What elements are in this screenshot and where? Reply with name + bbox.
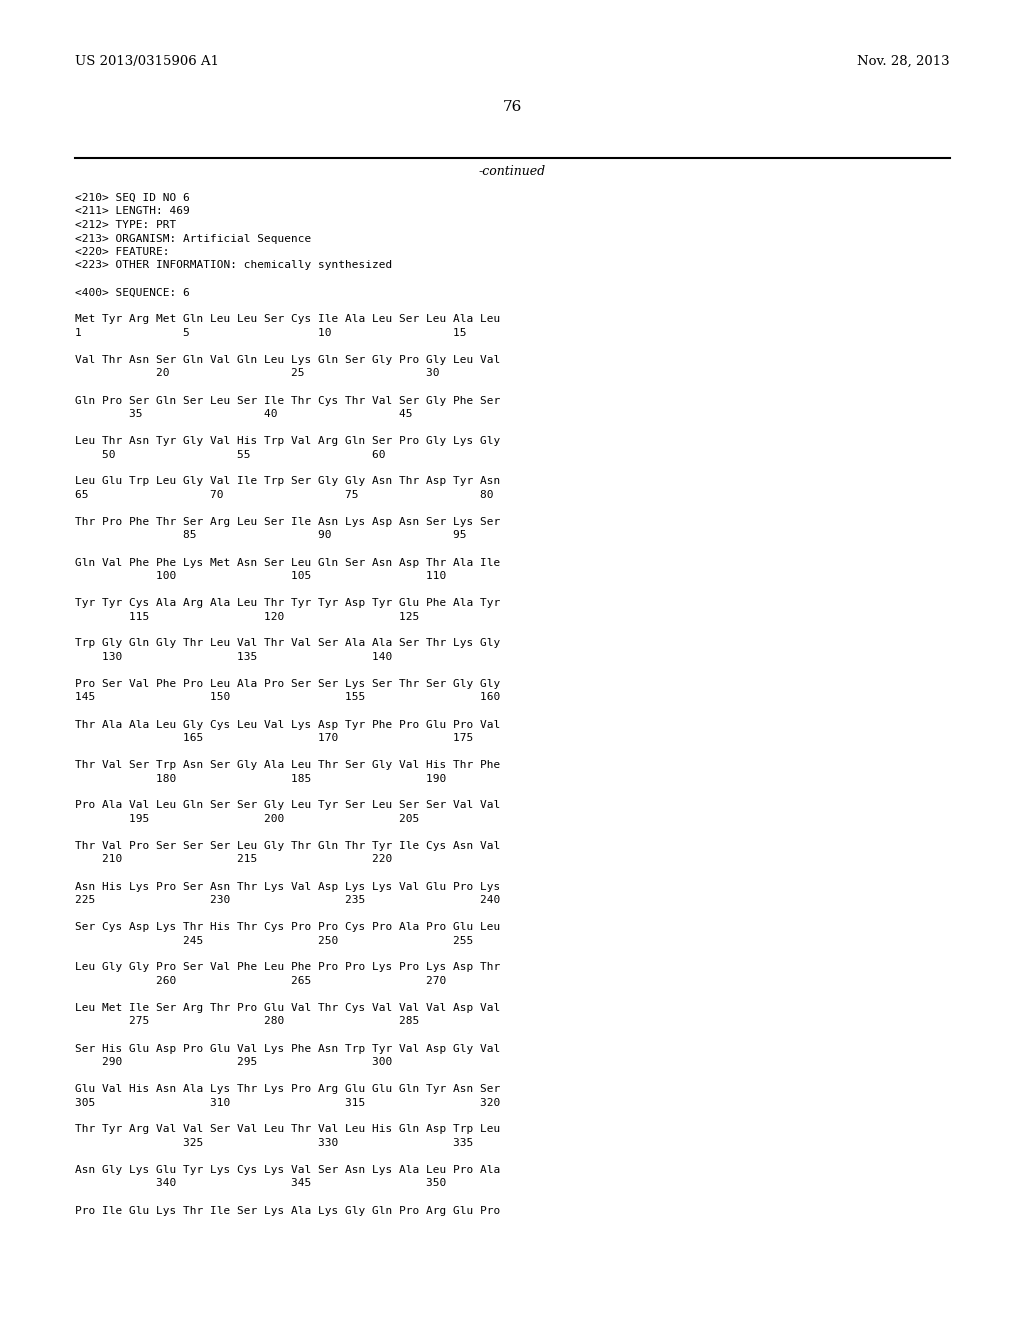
Text: 50                  55                  60: 50 55 60 (75, 450, 385, 459)
Text: 290                 295                 300: 290 295 300 (75, 1057, 392, 1067)
Text: 180                 185                 190: 180 185 190 (75, 774, 446, 784)
Text: 275                 280                 285: 275 280 285 (75, 1016, 419, 1027)
Text: 340                 345                 350: 340 345 350 (75, 1179, 446, 1188)
Text: Nov. 28, 2013: Nov. 28, 2013 (857, 55, 950, 69)
Text: <220> FEATURE:: <220> FEATURE: (75, 247, 170, 257)
Text: 100                 105                 110: 100 105 110 (75, 572, 446, 581)
Text: 20                  25                  30: 20 25 30 (75, 368, 439, 379)
Text: Asn His Lys Pro Ser Asn Thr Lys Val Asp Lys Lys Val Glu Pro Lys: Asn His Lys Pro Ser Asn Thr Lys Val Asp … (75, 882, 501, 891)
Text: 1               5                   10                  15: 1 5 10 15 (75, 327, 467, 338)
Text: 210                 215                 220: 210 215 220 (75, 854, 392, 865)
Text: 130                 135                 140: 130 135 140 (75, 652, 392, 663)
Text: Thr Val Pro Ser Ser Ser Leu Gly Thr Gln Thr Tyr Ile Cys Asn Val: Thr Val Pro Ser Ser Ser Leu Gly Thr Gln … (75, 841, 501, 851)
Text: 65                  70                  75                  80: 65 70 75 80 (75, 490, 494, 500)
Text: 85                  90                  95: 85 90 95 (75, 531, 467, 540)
Text: Trp Gly Gln Gly Thr Leu Val Thr Val Ser Ala Ala Ser Thr Lys Gly: Trp Gly Gln Gly Thr Leu Val Thr Val Ser … (75, 639, 501, 648)
Text: Asn Gly Lys Glu Tyr Lys Cys Lys Val Ser Asn Lys Ala Leu Pro Ala: Asn Gly Lys Glu Tyr Lys Cys Lys Val Ser … (75, 1166, 501, 1175)
Text: Gln Val Phe Phe Lys Met Asn Ser Leu Gln Ser Asn Asp Thr Ala Ile: Gln Val Phe Phe Lys Met Asn Ser Leu Gln … (75, 557, 501, 568)
Text: <400> SEQUENCE: 6: <400> SEQUENCE: 6 (75, 288, 189, 297)
Text: Leu Thr Asn Tyr Gly Val His Trp Val Arg Gln Ser Pro Gly Lys Gly: Leu Thr Asn Tyr Gly Val His Trp Val Arg … (75, 436, 501, 446)
Text: 145                 150                 155                 160: 145 150 155 160 (75, 693, 501, 702)
Text: Thr Ala Ala Leu Gly Cys Leu Val Lys Asp Tyr Phe Pro Glu Pro Val: Thr Ala Ala Leu Gly Cys Leu Val Lys Asp … (75, 719, 501, 730)
Text: US 2013/0315906 A1: US 2013/0315906 A1 (75, 55, 219, 69)
Text: Thr Val Ser Trp Asn Ser Gly Ala Leu Thr Ser Gly Val His Thr Phe: Thr Val Ser Trp Asn Ser Gly Ala Leu Thr … (75, 760, 501, 770)
Text: Leu Gly Gly Pro Ser Val Phe Leu Phe Pro Pro Lys Pro Lys Asp Thr: Leu Gly Gly Pro Ser Val Phe Leu Phe Pro … (75, 962, 501, 973)
Text: Pro Ala Val Leu Gln Ser Ser Gly Leu Tyr Ser Leu Ser Ser Val Val: Pro Ala Val Leu Gln Ser Ser Gly Leu Tyr … (75, 800, 501, 810)
Text: 195                 200                 205: 195 200 205 (75, 814, 419, 824)
Text: <210> SEQ ID NO 6: <210> SEQ ID NO 6 (75, 193, 189, 203)
Text: -continued: -continued (478, 165, 546, 178)
Text: 76: 76 (503, 100, 521, 114)
Text: Glu Val His Asn Ala Lys Thr Lys Pro Arg Glu Glu Gln Tyr Asn Ser: Glu Val His Asn Ala Lys Thr Lys Pro Arg … (75, 1084, 501, 1094)
Text: Thr Tyr Arg Val Val Ser Val Leu Thr Val Leu His Gln Asp Trp Leu: Thr Tyr Arg Val Val Ser Val Leu Thr Val … (75, 1125, 501, 1134)
Text: 245                 250                 255: 245 250 255 (75, 936, 473, 945)
Text: 165                 170                 175: 165 170 175 (75, 733, 473, 743)
Text: <212> TYPE: PRT: <212> TYPE: PRT (75, 220, 176, 230)
Text: Pro Ile Glu Lys Thr Ile Ser Lys Ala Lys Gly Gln Pro Arg Glu Pro: Pro Ile Glu Lys Thr Ile Ser Lys Ala Lys … (75, 1205, 501, 1216)
Text: 35                  40                  45: 35 40 45 (75, 409, 413, 418)
Text: <223> OTHER INFORMATION: chemically synthesized: <223> OTHER INFORMATION: chemically synt… (75, 260, 392, 271)
Text: Leu Glu Trp Leu Gly Val Ile Trp Ser Gly Gly Asn Thr Asp Tyr Asn: Leu Glu Trp Leu Gly Val Ile Trp Ser Gly … (75, 477, 501, 487)
Text: Gln Pro Ser Gln Ser Leu Ser Ile Thr Cys Thr Val Ser Gly Phe Ser: Gln Pro Ser Gln Ser Leu Ser Ile Thr Cys … (75, 396, 501, 405)
Text: Thr Pro Phe Thr Ser Arg Leu Ser Ile Asn Lys Asp Asn Ser Lys Ser: Thr Pro Phe Thr Ser Arg Leu Ser Ile Asn … (75, 517, 501, 527)
Text: Pro Ser Val Phe Pro Leu Ala Pro Ser Ser Lys Ser Thr Ser Gly Gly: Pro Ser Val Phe Pro Leu Ala Pro Ser Ser … (75, 678, 501, 689)
Text: <213> ORGANISM: Artificial Sequence: <213> ORGANISM: Artificial Sequence (75, 234, 311, 243)
Text: 115                 120                 125: 115 120 125 (75, 611, 419, 622)
Text: 260                 265                 270: 260 265 270 (75, 975, 446, 986)
Text: Ser Cys Asp Lys Thr His Thr Cys Pro Pro Cys Pro Ala Pro Glu Leu: Ser Cys Asp Lys Thr His Thr Cys Pro Pro … (75, 921, 501, 932)
Text: Leu Met Ile Ser Arg Thr Pro Glu Val Thr Cys Val Val Val Asp Val: Leu Met Ile Ser Arg Thr Pro Glu Val Thr … (75, 1003, 501, 1012)
Text: 325                 330                 335: 325 330 335 (75, 1138, 473, 1148)
Text: Met Tyr Arg Met Gln Leu Leu Ser Cys Ile Ala Leu Ser Leu Ala Leu: Met Tyr Arg Met Gln Leu Leu Ser Cys Ile … (75, 314, 501, 325)
Text: 305                 310                 315                 320: 305 310 315 320 (75, 1097, 501, 1107)
Text: Tyr Tyr Cys Ala Arg Ala Leu Thr Tyr Tyr Asp Tyr Glu Phe Ala Tyr: Tyr Tyr Cys Ala Arg Ala Leu Thr Tyr Tyr … (75, 598, 501, 609)
Text: 225                 230                 235                 240: 225 230 235 240 (75, 895, 501, 906)
Text: <211> LENGTH: 469: <211> LENGTH: 469 (75, 206, 189, 216)
Text: Ser His Glu Asp Pro Glu Val Lys Phe Asn Trp Tyr Val Asp Gly Val: Ser His Glu Asp Pro Glu Val Lys Phe Asn … (75, 1044, 501, 1053)
Text: Val Thr Asn Ser Gln Val Gln Leu Lys Gln Ser Gly Pro Gly Leu Val: Val Thr Asn Ser Gln Val Gln Leu Lys Gln … (75, 355, 501, 366)
